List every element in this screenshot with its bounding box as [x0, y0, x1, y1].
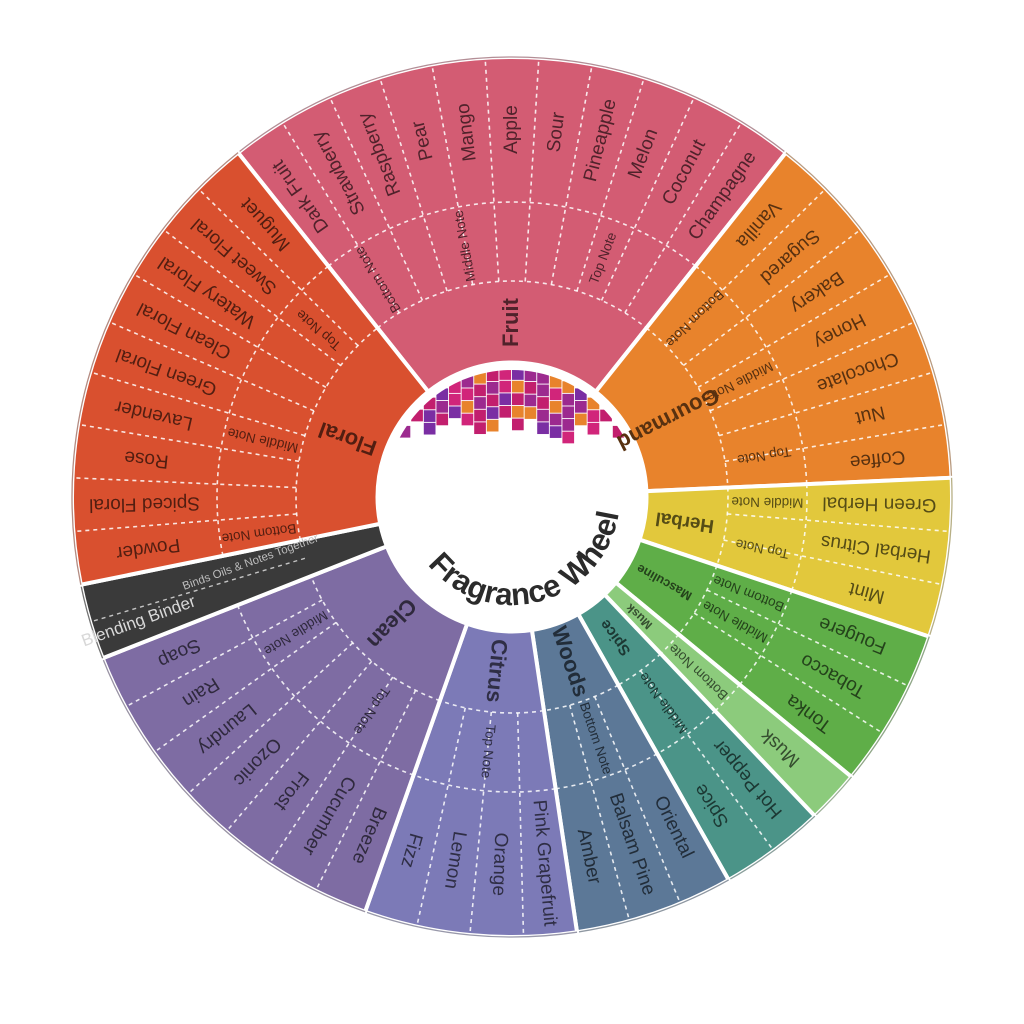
svg-text:Green Herbal: Green Herbal	[822, 492, 936, 515]
svg-text:Apple: Apple	[501, 105, 522, 154]
svg-text:Fruit: Fruit	[498, 297, 523, 347]
svg-text:Spiced Floral: Spiced Floral	[89, 492, 200, 515]
svg-text:Middle Note: Middle Note	[731, 494, 803, 510]
svg-text:Orange: Orange	[488, 832, 511, 896]
